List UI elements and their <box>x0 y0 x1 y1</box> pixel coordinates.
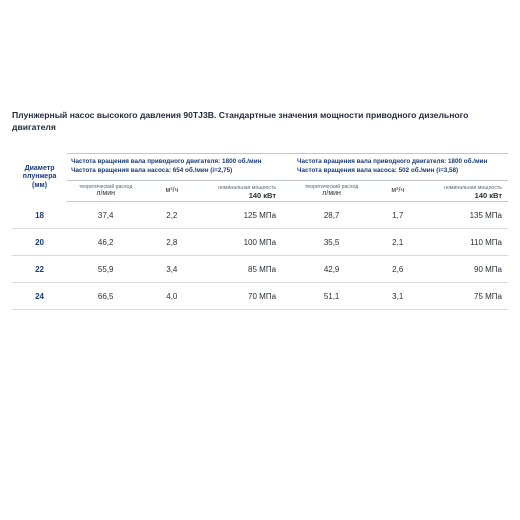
cell-b-m3: 2,6 <box>370 256 425 283</box>
cell-a-nom: 125 МПа <box>199 202 282 229</box>
page: Плунжерный насос высокого давления 90TJ3… <box>0 0 520 520</box>
col-b-nom: номинальная мощность 140 кВт <box>425 180 508 202</box>
cell-a-m3: 2,8 <box>144 229 199 256</box>
cell-a-lm: 55,9 <box>67 256 144 283</box>
cell-dia: 22 <box>12 256 67 283</box>
spec-table: Диаметр плунжера (мм) Частота вращения в… <box>12 153 508 310</box>
group-b-l2: Частота вращения вала насоса: 502 об./ми… <box>297 167 458 174</box>
cell-b-lm: 42,9 <box>293 256 370 283</box>
cell-gap <box>282 229 293 256</box>
table-body: 18 37,4 2,2 125 МПа 28,7 1,7 135 МПа 20 … <box>12 202 508 310</box>
cell-b-m3: 1,7 <box>370 202 425 229</box>
col-b-lmin: теоретический расход л/мин <box>293 180 370 202</box>
table-row: 24 66,5 4,0 70 МПа 51,1 3,1 75 МПа <box>12 283 508 310</box>
col-b-lmin-unit: л/мин <box>322 190 341 197</box>
cell-gap <box>282 202 293 229</box>
col-b-nom-value: 140 кВт <box>425 191 502 200</box>
col-a-m3h: м³/ч <box>144 180 199 202</box>
cell-b-lm: 28,7 <box>293 202 370 229</box>
cell-a-lm: 37,4 <box>67 202 144 229</box>
cell-b-m3: 2,1 <box>370 229 425 256</box>
group-a-l1: Частота вращения вала приводного двигате… <box>71 158 261 165</box>
cell-a-m3: 4,0 <box>144 283 199 310</box>
table-row: 18 37,4 2,2 125 МПа 28,7 1,7 135 МПа <box>12 202 508 229</box>
cell-a-nom: 70 МПа <box>199 283 282 310</box>
col-a-lmin: теоретический расход л/мин <box>67 180 144 202</box>
cell-dia: 24 <box>12 283 67 310</box>
col-a-lmin-unit: л/мин <box>96 190 115 197</box>
cell-b-lm: 35,5 <box>293 229 370 256</box>
cell-gap <box>282 283 293 310</box>
col-a-nom: номинальная мощность 140 кВт <box>199 180 282 202</box>
dia-header-l1: Диаметр <box>25 165 55 172</box>
col-a-nom-value: 140 кВт <box>199 191 276 200</box>
dia-header-l2: плунжера <box>23 173 57 180</box>
cell-b-lm: 51,1 <box>293 283 370 310</box>
dia-header-l3: (мм) <box>14 182 65 191</box>
cell-a-lm: 66,5 <box>67 283 144 310</box>
cell-b-nom: 75 МПа <box>425 283 508 310</box>
cell-dia: 18 <box>12 202 67 229</box>
cell-b-nom: 135 МПа <box>425 202 508 229</box>
cell-b-m3: 3,1 <box>370 283 425 310</box>
cell-a-nom: 100 МПа <box>199 229 282 256</box>
cell-a-m3: 3,4 <box>144 256 199 283</box>
group-b-header: Частота вращения вала приводного двигате… <box>293 154 508 181</box>
col-gap <box>282 180 293 202</box>
sub-header-row: теоретический расход л/мин м³/ч номиналь… <box>12 180 508 202</box>
page-title: Плунжерный насос высокого давления 90TJ3… <box>12 110 508 133</box>
cell-a-nom: 85 МПа <box>199 256 282 283</box>
group-a-header: Частота вращения вала приводного двигате… <box>67 154 282 181</box>
diameter-header: Диаметр плунжера (мм) <box>12 154 67 202</box>
col-b-m3h: м³/ч <box>370 180 425 202</box>
group-b-l1: Частота вращения вала приводного двигате… <box>297 158 487 165</box>
group-header-row: Диаметр плунжера (мм) Частота вращения в… <box>12 154 508 181</box>
cell-b-nom: 110 МПа <box>425 229 508 256</box>
cell-gap <box>282 256 293 283</box>
group-a-l2: Частота вращения вала насоса: 654 об./ми… <box>71 167 232 174</box>
cell-a-lm: 46,2 <box>67 229 144 256</box>
cell-a-m3: 2,2 <box>144 202 199 229</box>
table-row: 20 46,2 2,8 100 МПа 35,5 2,1 110 МПа <box>12 229 508 256</box>
cell-b-nom: 90 МПа <box>425 256 508 283</box>
table-row: 22 55,9 3,4 85 МПа 42,9 2,6 90 МПа <box>12 256 508 283</box>
group-gap <box>282 154 293 181</box>
cell-dia: 20 <box>12 229 67 256</box>
